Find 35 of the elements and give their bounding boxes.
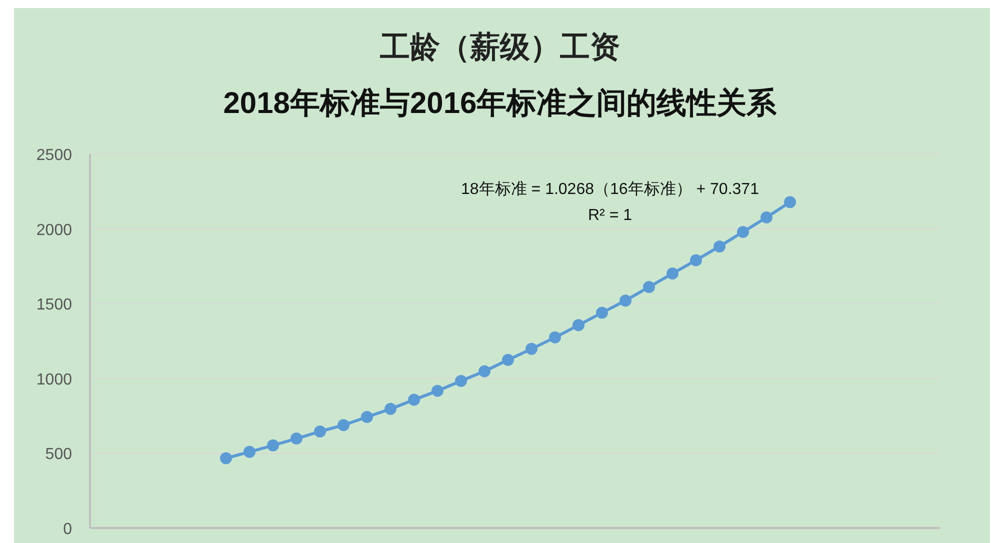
point — [784, 196, 796, 208]
y-tick-label: 1500 — [36, 296, 72, 314]
point — [643, 280, 655, 293]
point — [714, 240, 726, 252]
y-tick-label: 500 — [45, 446, 72, 464]
point — [596, 306, 608, 319]
point — [338, 419, 350, 432]
point — [666, 268, 678, 280]
y-tick-label: 2000 — [36, 222, 72, 239]
point — [526, 342, 538, 355]
chart-title: 工龄（薪级）工资 — [379, 30, 620, 65]
point — [290, 432, 302, 445]
point — [408, 394, 420, 406]
point — [478, 365, 490, 378]
y-tick-label: 1000 — [36, 371, 72, 388]
annotation: R² = 1 — [588, 207, 632, 224]
point — [314, 426, 326, 438]
point — [220, 452, 232, 464]
point — [361, 410, 373, 423]
annotation: 18年标准 = 1.0268（16年标准） + 70.371 — [461, 180, 760, 198]
point — [502, 354, 514, 366]
point — [549, 331, 561, 344]
y-tick-label: 2500 — [36, 147, 72, 164]
point — [690, 254, 702, 266]
point — [572, 319, 584, 332]
point — [432, 384, 444, 397]
chart-subtitle: 2018年标准与2016年标准之间的线性关系 — [223, 86, 778, 120]
point — [244, 446, 256, 458]
point — [620, 294, 632, 307]
y-tick-label: 0 — [63, 521, 72, 538]
point — [384, 402, 396, 415]
point — [455, 374, 467, 387]
point — [737, 226, 749, 238]
point — [760, 211, 772, 224]
point — [267, 439, 279, 452]
